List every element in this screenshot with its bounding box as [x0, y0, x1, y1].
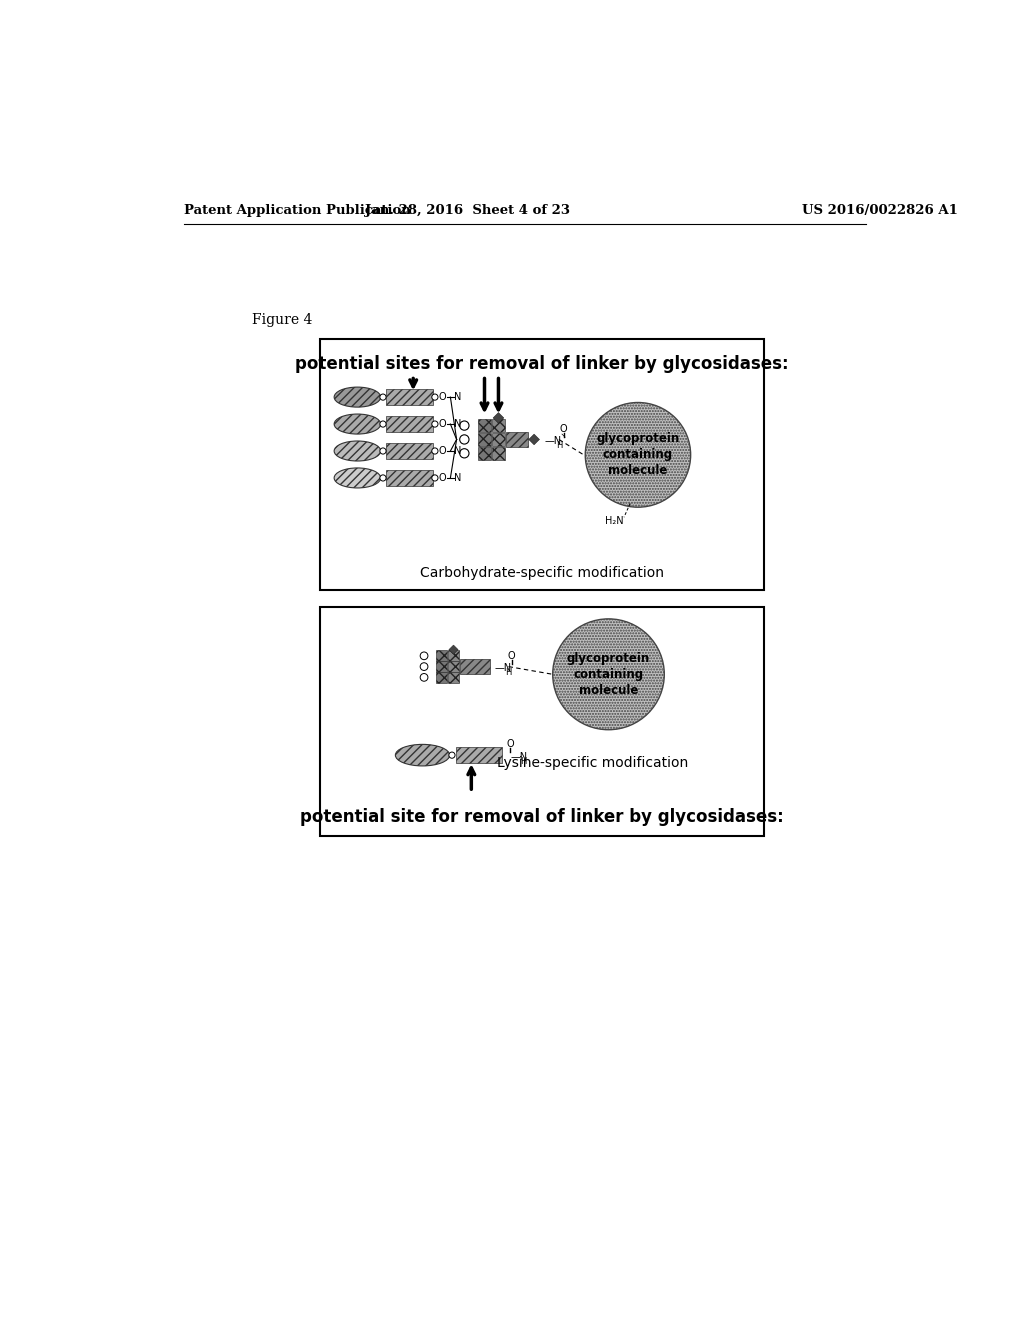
- Bar: [449, 651, 459, 661]
- Text: O: O: [506, 739, 514, 750]
- Bar: [456, 747, 503, 763]
- Bar: [321, 607, 764, 836]
- Circle shape: [380, 447, 386, 454]
- Bar: [435, 672, 446, 682]
- Bar: [478, 446, 492, 459]
- Text: H₂N: H₂N: [605, 516, 624, 527]
- Text: Figure 4: Figure 4: [252, 313, 312, 327]
- Ellipse shape: [334, 469, 381, 488]
- Bar: [478, 418, 492, 432]
- Circle shape: [460, 421, 469, 430]
- Text: —N: —N: [545, 436, 562, 446]
- Polygon shape: [493, 412, 504, 424]
- Circle shape: [460, 449, 469, 458]
- Bar: [506, 432, 528, 447]
- Text: Carbohydrate-specific modification: Carbohydrate-specific modification: [420, 566, 664, 579]
- Polygon shape: [528, 434, 540, 445]
- Text: glycoprotein
containing
molecule: glycoprotein containing molecule: [596, 433, 680, 478]
- Text: —N: —N: [510, 751, 527, 762]
- Text: N: N: [455, 392, 462, 403]
- Bar: [321, 339, 764, 590]
- Text: O: O: [560, 424, 567, 434]
- Bar: [449, 672, 459, 682]
- Bar: [492, 433, 505, 446]
- Text: Lysine-specific modification: Lysine-specific modification: [498, 756, 688, 770]
- Bar: [492, 446, 505, 459]
- Bar: [435, 651, 446, 661]
- Circle shape: [460, 434, 469, 444]
- Text: —N: —N: [495, 663, 512, 673]
- Text: O: O: [439, 418, 446, 429]
- Text: glycoprotein
containing
molecule: glycoprotein containing molecule: [567, 652, 650, 697]
- Bar: [435, 661, 446, 672]
- Circle shape: [380, 475, 386, 480]
- Bar: [492, 418, 505, 432]
- Text: O: O: [439, 446, 446, 455]
- Text: potential sites for removal of linker by glycosidases:: potential sites for removal of linker by…: [295, 355, 788, 374]
- Text: O: O: [439, 473, 446, 483]
- Text: potential site for removal of linker by glycosidases:: potential site for removal of linker by …: [300, 808, 783, 826]
- Circle shape: [380, 393, 386, 400]
- Bar: [478, 433, 492, 446]
- Text: N: N: [455, 418, 462, 429]
- Bar: [386, 389, 432, 405]
- Text: US 2016/0022826 A1: US 2016/0022826 A1: [802, 205, 958, 218]
- Text: N: N: [455, 473, 462, 483]
- Circle shape: [432, 447, 438, 454]
- Ellipse shape: [334, 441, 381, 461]
- Polygon shape: [449, 645, 458, 655]
- Bar: [386, 470, 432, 486]
- Text: H: H: [520, 756, 526, 766]
- Bar: [449, 661, 459, 672]
- Text: H: H: [556, 441, 562, 450]
- Text: H: H: [506, 668, 512, 677]
- Circle shape: [432, 393, 438, 400]
- Text: O: O: [508, 651, 515, 661]
- Text: Patent Application Publication: Patent Application Publication: [183, 205, 411, 218]
- Circle shape: [432, 421, 438, 428]
- Ellipse shape: [395, 744, 450, 766]
- Circle shape: [553, 619, 665, 730]
- Bar: [386, 416, 432, 432]
- Text: O: O: [439, 392, 446, 403]
- Bar: [461, 659, 489, 675]
- Text: N: N: [455, 446, 462, 455]
- Ellipse shape: [334, 414, 381, 434]
- Circle shape: [380, 421, 386, 428]
- Circle shape: [420, 652, 428, 660]
- Text: Jan. 28, 2016  Sheet 4 of 23: Jan. 28, 2016 Sheet 4 of 23: [365, 205, 570, 218]
- Circle shape: [420, 673, 428, 681]
- Ellipse shape: [334, 387, 381, 407]
- Circle shape: [420, 663, 428, 671]
- Circle shape: [449, 752, 455, 758]
- Circle shape: [432, 475, 438, 480]
- Circle shape: [586, 403, 690, 507]
- Bar: [386, 444, 432, 459]
